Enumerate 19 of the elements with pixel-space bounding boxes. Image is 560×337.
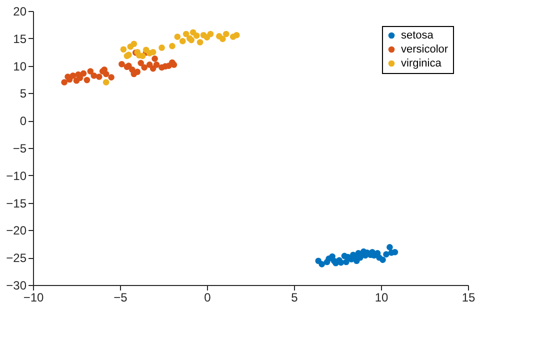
y-tick-label: 5 <box>20 86 27 101</box>
x-tick-label: −5 <box>114 290 128 304</box>
y-tick-label: −20 <box>6 224 27 238</box>
y-tick-label: 10 <box>13 59 27 74</box>
y-tick-label: 15 <box>13 32 27 46</box>
legend-label: setosa <box>401 30 434 42</box>
legend-label: virginica <box>401 58 442 70</box>
y-tick-label: −30 <box>6 278 27 292</box>
y-tick-label: −15 <box>6 196 27 210</box>
y-tick-label: −25 <box>6 251 27 266</box>
y-tick-label: −10 <box>6 168 27 183</box>
y-tick-label: 20 <box>13 4 27 18</box>
x-tick-label: 10 <box>374 290 388 304</box>
y-tick-label: 0 <box>20 114 27 128</box>
legend-label: versicolor <box>401 44 448 56</box>
x-tick-label: 15 <box>462 290 476 304</box>
x-tick-label: 0 <box>204 290 212 304</box>
y-tick-label: −5 <box>12 142 27 156</box>
x-tick-label: 5 <box>291 290 298 304</box>
